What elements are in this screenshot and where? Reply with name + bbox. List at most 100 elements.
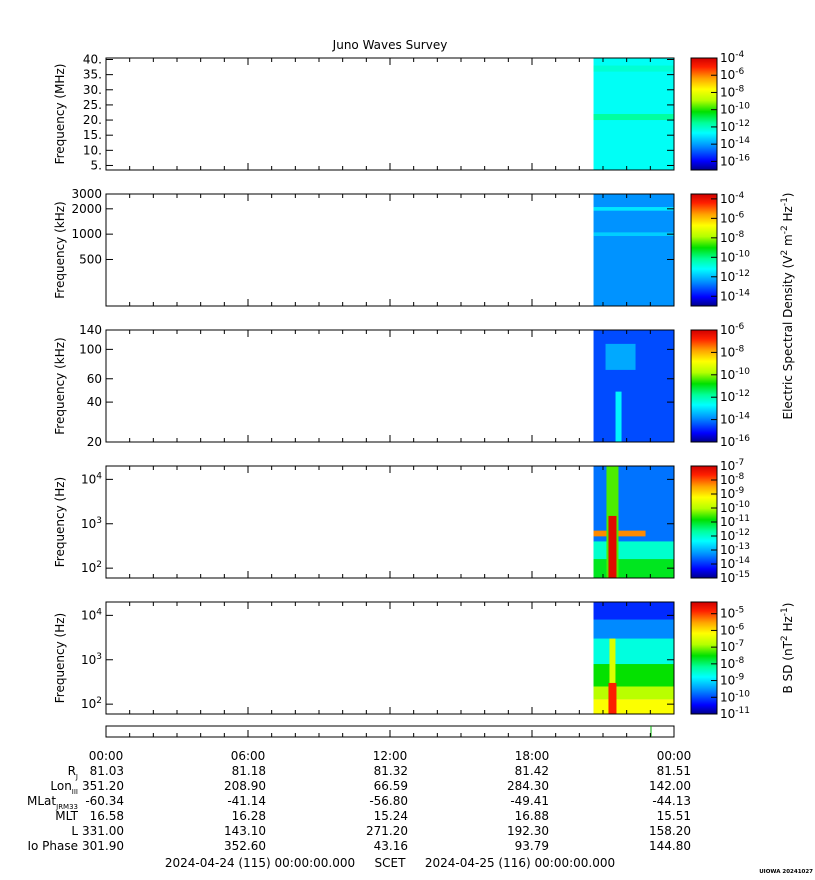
y-tick-label: 103	[81, 652, 102, 667]
spectrogram-band	[593, 699, 674, 714]
colorbar-label-magnetic-part3: )	[781, 603, 795, 608]
y-axis-label: Frequency (Hz)	[53, 477, 67, 568]
ephemeris-value: 81.51	[657, 764, 691, 778]
y-tick-label: 104	[81, 471, 102, 486]
colorbar-tick-label: 10-4	[720, 191, 745, 206]
spectrogram-band	[593, 602, 674, 620]
y-tick-label: 60	[87, 372, 102, 386]
ephemeris-row-label: LonIII	[50, 779, 78, 796]
colorbar-tick-label: 10-13	[720, 542, 750, 557]
y-tick-label: 103	[81, 516, 102, 531]
x-tick-label: 12:00	[373, 749, 408, 763]
colorbar-label-electric-sup2: -2	[780, 225, 790, 234]
y-tick-label: 40	[87, 395, 102, 409]
panel-p1: 5.10.15.20.25.30.35.40. Frequency (MHz) 10…	[53, 50, 750, 172]
spectrogram-burst	[609, 638, 616, 683]
spectrogram-burst-core	[608, 682, 617, 714]
spectrogram-band	[593, 664, 674, 687]
y-tick-label: 10.	[83, 143, 102, 157]
ephemeris-value: 143.10	[224, 824, 266, 838]
ephemeris-value: -60.34	[85, 794, 124, 808]
colorbar-gradient	[690, 57, 718, 171]
ephemeris-table: RJ 81.03 81.18 81.32 81.42 81.51 LonIII 351.20 2…	[27, 764, 691, 853]
colorbar-tick-label: 10-10	[720, 102, 750, 117]
spectrogram-band	[593, 638, 674, 665]
colorbar-tick-label: 10-10	[720, 500, 750, 515]
x-tick-label: 00:00	[657, 749, 692, 763]
y-tick-label: 20	[87, 435, 102, 449]
ephemeris-row-label: RJ	[68, 764, 78, 781]
colorbar-label-magnetic-sup2: -1	[780, 607, 790, 616]
x-tick-label: 18:00	[515, 749, 550, 763]
time-axis-ticks	[105, 730, 675, 737]
panel-frame	[105, 329, 675, 443]
ephemeris-value: 271.20	[366, 824, 408, 838]
spectrogram-band	[593, 559, 674, 578]
colorbar-tick-label: 10-16	[720, 153, 750, 168]
colorbar-tick-label: 10-9	[720, 673, 745, 688]
ephemeris-value: 301.90	[82, 839, 124, 853]
ephemeris-value: 66.59	[374, 779, 408, 793]
spectrogram-band	[593, 207, 674, 211]
y-tick-label: 5.	[91, 158, 102, 172]
ephemeris-value: 15.51	[657, 809, 691, 823]
y-axis-label: Frequency (kHz)	[53, 337, 67, 434]
ephemeris-value: 43.16	[374, 839, 408, 853]
y-tick-label: 100	[79, 342, 102, 356]
colorbar-label-electric-sup3: -1	[780, 197, 790, 206]
colorbar-tick-label: 10-14	[720, 136, 750, 151]
colorbar-gradient	[690, 601, 718, 715]
panel-frame	[105, 465, 675, 579]
ephemeris-value: 16.28	[232, 809, 266, 823]
chart-title: Juno Waves Survey	[332, 38, 448, 52]
panel-p3: 20 40 60 100 140 Frequency (kHz) 10-6 10-8 10-10…	[53, 322, 750, 449]
colorbar-tick-label: 10-8	[720, 230, 745, 245]
ephemeris-value: 144.80	[649, 839, 691, 853]
ephemeris-value: -49.41	[510, 794, 549, 808]
colorbar-tick-label: 10-14	[720, 288, 750, 303]
colorbar-tick-label: 10-11	[720, 706, 750, 721]
colorbar-label-magnetic: B SD (nT2 Hz-1)	[780, 603, 795, 694]
colorbar-label-electric-sup1: 2	[780, 250, 790, 256]
colorbar-tick-label: 10-15	[720, 570, 750, 585]
spectrogram-panels: 5.10.15.20.25.30.35.40. Frequency (MHz) 10…	[53, 50, 750, 721]
ephemeris-value: 142.00	[649, 779, 691, 793]
time-range-start: 2024-04-24 (115) 00:00:00.000	[165, 856, 355, 870]
ephemeris-row-label: MLT	[55, 809, 78, 823]
colorbar-tick-label: 10-9	[720, 486, 745, 501]
x-tick-label: 00:00	[89, 749, 124, 763]
time-range-end: 2024-04-25 (116) 00:00:00.000	[425, 856, 615, 870]
colorbar-label-electric: Electric Spectral Density (V2 m-2 Hz-1)	[780, 192, 795, 419]
spectrogram-burst-core	[608, 515, 617, 578]
colorbar-tick-label: 10-8	[720, 84, 745, 99]
colorbar-tick-label: 10-12	[720, 389, 750, 404]
spectrogram-data-block	[593, 194, 674, 306]
colorbar-p2: 10-4 10-6 10-8 10-10 10-12 10-14	[690, 191, 750, 307]
colorbar-tick-label: 10-7	[720, 458, 744, 473]
colorbar-label-magnetic-part2: Hz	[781, 616, 795, 635]
spectrogram-line	[593, 530, 646, 537]
time-range-label: SCET	[375, 856, 407, 870]
panel-p4: 102 103 104 Frequency (Hz) 10-710-810-910-10…	[53, 458, 750, 585]
colorbar-p5: 10-510-6 10-7 10-8 10-910-10 10-11	[690, 601, 750, 721]
colorbar-tick-label: 10-16	[720, 434, 750, 449]
y-tick-label: 35.	[83, 68, 102, 82]
y-tick-label: 40.	[83, 53, 102, 67]
spectrogram-band	[593, 232, 674, 237]
colorbar-tick-label: 10-10	[720, 689, 750, 704]
y-tick-label: 1000	[71, 227, 102, 241]
ephemeris-value: 16.58	[90, 809, 124, 823]
panel-frame	[105, 601, 675, 715]
colorbar-tick-label: 10-8	[720, 472, 745, 487]
colorbar-tick-label: 10-14	[720, 412, 750, 427]
y-tick-label: 20.	[83, 113, 102, 127]
ephemeris-value: 81.18	[232, 764, 266, 778]
spectrogram-feature	[605, 343, 636, 370]
ephemeris-value: 16.88	[515, 809, 549, 823]
panel-frame	[105, 193, 675, 307]
y-tick-label: 500	[79, 252, 102, 266]
y-tick-label: 102	[81, 560, 102, 575]
y-axis-label: Frequency (Hz)	[53, 613, 67, 704]
